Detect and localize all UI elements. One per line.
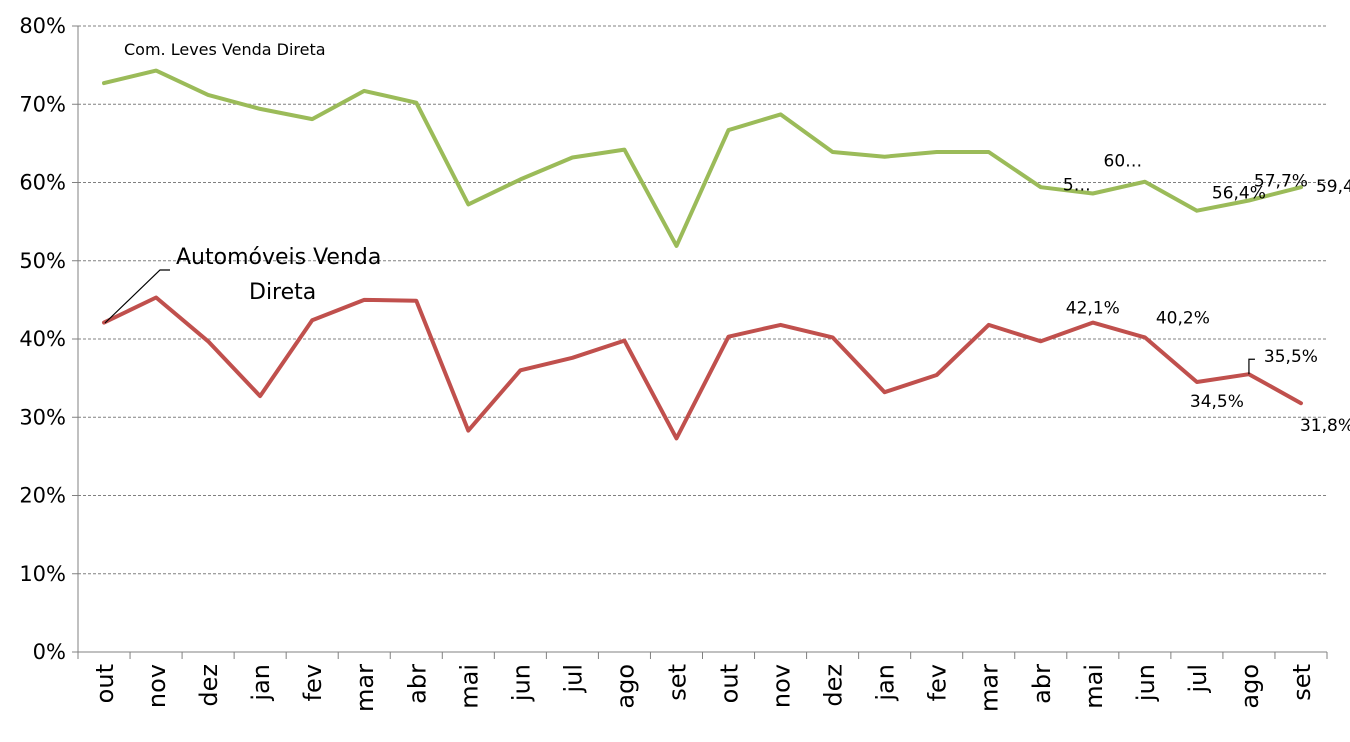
- data-label: 56,4%: [1212, 184, 1266, 204]
- automoveis-leader-line: [104, 269, 170, 324]
- x-tick-label: mar: [351, 664, 379, 712]
- data-label: 34,5%: [1190, 392, 1244, 412]
- grid-lines: [78, 25, 1327, 575]
- data-label: 5…: [1063, 175, 1091, 195]
- x-tick-label: dez: [820, 664, 848, 707]
- x-tick-label: set: [1288, 664, 1316, 701]
- y-tick-label: 20%: [19, 484, 66, 508]
- data-label: 60…: [1104, 152, 1143, 172]
- x-tick-label: out: [91, 664, 119, 703]
- x-tick-label: dez: [195, 664, 223, 707]
- data-labels: 5… 60… 56,4%57,7% 59,4% 42,1% 40,2% 34,5% 35,5%…: [1063, 152, 1350, 436]
- x-tick-label: mai: [455, 664, 483, 709]
- x-tick-label: jun: [1132, 664, 1160, 702]
- x-tick-label: nov: [143, 664, 171, 708]
- y-tick-label: 30%: [19, 405, 66, 429]
- x-tick-label: jun: [507, 664, 535, 702]
- x-tick-label: jan: [872, 664, 900, 702]
- x-tick-label: fev: [299, 664, 327, 701]
- series-title-com-leves: Com. Leves Venda Direta: [124, 40, 326, 59]
- x-tick-label: nov: [768, 664, 796, 708]
- y-tick-label: 80%: [19, 14, 66, 38]
- x-tick-label: abr: [403, 664, 431, 704]
- y-tick-label: 70%: [19, 92, 66, 116]
- data-label: 40,2%: [1156, 308, 1210, 328]
- x-tick-label: jul: [1184, 664, 1212, 694]
- series-line-1: [102, 295, 1303, 441]
- y-tick-label: 60%: [19, 171, 66, 195]
- x-tick-label: mar: [976, 664, 1004, 712]
- x-tick-label: set: [663, 664, 691, 701]
- series-title-automoveis-line2: Direta: [249, 280, 316, 305]
- y-tick-label: 10%: [19, 562, 66, 586]
- y-tick-label: 50%: [19, 249, 66, 273]
- x-tick-label: ago: [611, 664, 639, 709]
- x-tick-label: jan: [247, 664, 275, 702]
- y-tick-label: 40%: [19, 327, 66, 351]
- x-tick-label: jul: [559, 664, 587, 694]
- data-label: 31,8%: [1300, 416, 1350, 436]
- x-tick-label: ago: [1236, 664, 1264, 709]
- data-label: 57,7%: [1254, 171, 1308, 191]
- axes: 0%10%20%30%40%50%60%70%80%out nov dez jan fe…: [19, 14, 1328, 712]
- data-label: 35,5%: [1264, 347, 1318, 367]
- x-tick-label: out: [716, 664, 744, 703]
- data-label-leader: [1248, 358, 1255, 375]
- y-tick-label: 0%: [33, 640, 66, 664]
- x-tick-label: mai: [1080, 664, 1108, 709]
- data-label: 42,1%: [1066, 299, 1120, 319]
- series-line-0: [102, 68, 1303, 248]
- series-title-automoveis-line1: Automóveis Venda: [176, 245, 381, 270]
- series-lines: [102, 68, 1303, 441]
- x-tick-label: abr: [1028, 664, 1056, 704]
- x-tick-label: fev: [924, 664, 952, 701]
- data-label: 59,4%: [1316, 177, 1350, 197]
